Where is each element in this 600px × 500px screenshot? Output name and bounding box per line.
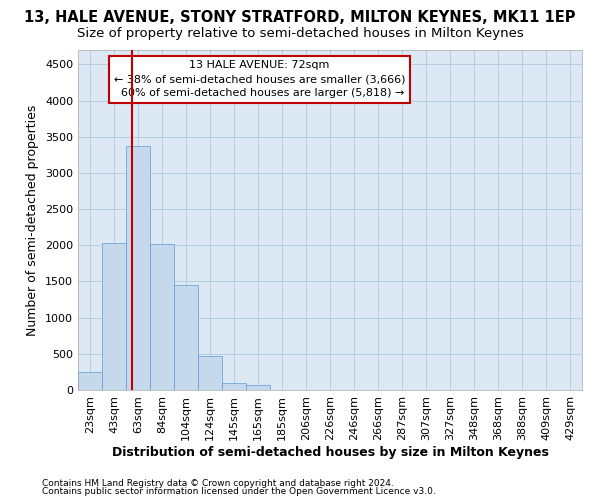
Bar [222,383,246,390]
Text: 13 HALE AVENUE: 72sqm    
← 38% of semi-detached houses are smaller (3,666)
  60: 13 HALE AVENUE: 72sqm ← 38% of semi-deta… [113,60,405,98]
X-axis label: Distribution of semi-detached houses by size in Milton Keynes: Distribution of semi-detached houses by … [112,446,548,458]
Y-axis label: Number of semi-detached properties: Number of semi-detached properties [26,104,40,336]
Text: Contains HM Land Registry data © Crown copyright and database right 2024.: Contains HM Land Registry data © Crown c… [42,478,394,488]
Bar [174,285,198,390]
Text: Size of property relative to semi-detached houses in Milton Keynes: Size of property relative to semi-detach… [77,28,523,40]
Bar [150,244,174,390]
Bar [246,385,270,390]
Text: 13, HALE AVENUE, STONY STRATFORD, MILTON KEYNES, MK11 1EP: 13, HALE AVENUE, STONY STRATFORD, MILTON… [24,10,576,25]
Bar [102,243,126,390]
Bar [78,372,102,390]
Text: Contains public sector information licensed under the Open Government Licence v3: Contains public sector information licen… [42,487,436,496]
Bar [126,146,150,390]
Bar [198,356,222,390]
